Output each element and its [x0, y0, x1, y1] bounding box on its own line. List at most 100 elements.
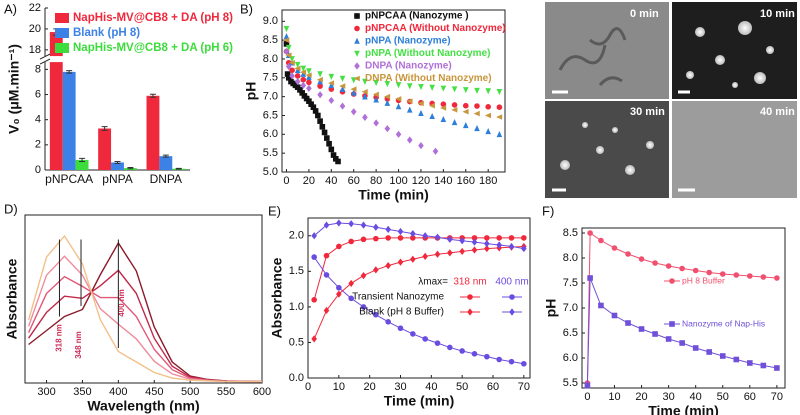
marker [306, 68, 312, 75]
time-labels: 0 min 10 min 30 min 40 min [630, 8, 795, 118]
legend-swatch [55, 13, 69, 23]
marker [294, 61, 301, 68]
marker [484, 240, 490, 248]
marker [406, 98, 413, 104]
marker [323, 252, 330, 259]
texture [558, 27, 627, 87]
panel-label: D) [4, 201, 18, 216]
marker [348, 238, 354, 245]
marker [462, 102, 469, 109]
marker [294, 77, 301, 86]
marker [306, 79, 312, 86]
marker [328, 80, 335, 86]
marker [317, 78, 323, 85]
legend-label: pH 8 Buffer [682, 275, 725, 285]
y-axis-label: Absorbance [4, 258, 20, 339]
marker [451, 86, 458, 93]
marker [434, 340, 441, 346]
marker [300, 65, 307, 72]
bar [75, 159, 89, 170]
y-tick-label: 8.0 [563, 252, 578, 264]
marker [360, 304, 367, 310]
marker [339, 102, 346, 110]
x-tick-label: 20 [635, 391, 647, 403]
marker [760, 362, 767, 369]
x-tick-label: 600 [253, 386, 271, 398]
micrograph [545, 101, 669, 198]
error-bar [101, 126, 108, 131]
x-axis-label: Time (min) [384, 393, 455, 409]
marker [496, 88, 503, 96]
x-tick-label: 0 [305, 381, 311, 393]
marker [328, 146, 335, 153]
marker [474, 124, 480, 132]
marker [323, 221, 330, 229]
legend-label: Transient Nanozyme [352, 292, 444, 303]
marker [451, 118, 458, 126]
panel: E) 0.0 0.5 1.0 1.5 2.0 0 10 20 30 40 50 60 70 Time (mi… [268, 203, 531, 409]
marker [326, 140, 332, 147]
legend-title: λmax= [418, 277, 448, 288]
marker [447, 249, 453, 257]
x-tick-label: 60 [744, 391, 756, 403]
legend-label: pNPCAA (Without Nanozyme) [365, 23, 506, 34]
x-tick-label: 10 [608, 391, 620, 403]
marker [348, 279, 354, 288]
marker [459, 237, 465, 245]
marker [508, 358, 515, 365]
marker [294, 65, 301, 72]
particles [686, 21, 774, 88]
marker [300, 81, 307, 89]
y-tick-label: 2.0 [289, 230, 304, 242]
marker [384, 93, 391, 100]
data-line [27, 275, 263, 383]
marker [354, 13, 360, 19]
marker [422, 232, 428, 240]
marker [471, 235, 478, 241]
marker [462, 87, 469, 94]
marker [719, 271, 726, 277]
legend-label: pNPCAA (Nanozyme ) [365, 11, 469, 22]
marker [484, 244, 490, 253]
error-bar [149, 93, 156, 98]
marker [299, 69, 307, 75]
marker [373, 96, 379, 103]
marker [418, 109, 424, 117]
marker [305, 72, 312, 78]
marker [669, 321, 675, 327]
panel-label: E) [268, 203, 281, 218]
marker [459, 247, 465, 256]
arrows [58, 239, 119, 348]
marker [395, 96, 402, 102]
marker [317, 83, 323, 89]
bar [98, 128, 112, 170]
marker [339, 85, 346, 92]
marker [587, 230, 593, 236]
marker [625, 320, 631, 326]
bar [111, 162, 124, 170]
marker [496, 131, 503, 138]
panel: F) 5.5 6.0 6.5 7.0 7.5 8.0 8.5 0 10 20 30 40 50 60 70 Ti… [542, 203, 786, 415]
time-label: 0 min [630, 8, 659, 20]
marker [410, 230, 416, 238]
legend-swatch [55, 43, 69, 53]
marker [410, 255, 416, 263]
marker [283, 33, 290, 40]
x-tick-label: 180 [479, 175, 497, 187]
x-tick-label: 0 [584, 391, 590, 403]
legend-label: DNPA (Without Nanozyme) [365, 73, 492, 84]
marker [395, 82, 402, 89]
marker [485, 128, 491, 135]
marker [373, 266, 379, 274]
marker [451, 102, 458, 108]
x-tick-label: 20 [364, 381, 376, 393]
marker [733, 356, 740, 363]
marker [496, 114, 503, 120]
marker [300, 76, 307, 83]
marker [485, 88, 491, 95]
panel: A) 0 2 4 6 8 18 20 22 V₀ (μM.min⁻¹) pNPCAA pNPA DNPA… [4, 1, 233, 186]
x-tick-label: 70 [771, 391, 783, 403]
time-label: 10 min [760, 8, 795, 20]
panel: D) 300 350 400 450 500 550 600 Wavelength (nm) Ab… [4, 201, 271, 413]
x-tick-label: 120 [412, 175, 430, 187]
